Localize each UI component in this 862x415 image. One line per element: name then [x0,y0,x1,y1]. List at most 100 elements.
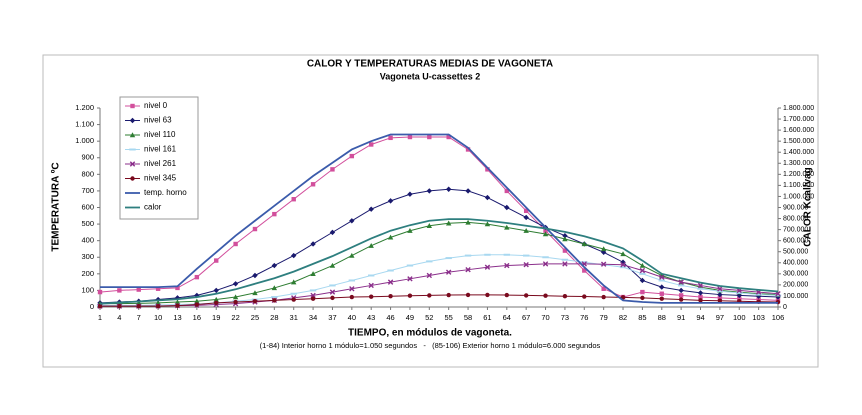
series-line [100,221,779,305]
marker [129,148,136,151]
x-tick-label: 34 [309,313,317,322]
marker [465,188,471,194]
marker [213,296,219,302]
marker [232,294,239,300]
marker [97,303,103,309]
marker [600,246,607,252]
marker [194,298,200,304]
marker [659,284,665,290]
marker [387,198,394,204]
y2-tick-label: 1.300.000 [783,160,814,167]
y-tick-label: 1.200 [75,103,94,112]
marker [581,261,588,264]
marker [562,248,568,253]
marker [542,231,549,237]
y2-tick-label: 100.000 [783,293,808,300]
marker [562,232,568,239]
marker [716,290,724,293]
x-tick-label: 100 [733,313,746,322]
y-tick-label: 300 [81,252,94,261]
marker [484,194,491,201]
marker [697,290,704,296]
legend-label: nivel 345 [144,174,177,183]
legend-label: nivel 0 [144,101,168,110]
y-tick-label: 400 [81,236,94,245]
marker [97,289,103,295]
marker [272,211,277,217]
marker [349,252,355,258]
marker [523,214,529,221]
marker [194,274,200,280]
x-tick-label: 52 [425,313,433,322]
x-tick-label: 106 [772,313,785,322]
marker [698,298,703,303]
marker [504,224,510,230]
marker [465,219,471,225]
marker [310,182,316,187]
marker [369,142,374,147]
x-tick-label: 88 [658,313,666,322]
marker [484,221,491,227]
marker [640,295,645,301]
x-axis-label: TIEMPO, en módulos de vagoneta. [348,328,512,339]
y-tick-label: 500 [81,219,94,228]
x-tick-label: 64 [503,313,511,322]
marker [407,134,413,140]
series-line [99,218,779,305]
marker [485,292,490,298]
marker [252,226,258,232]
x-tick-label: 49 [406,313,414,322]
marker [639,267,646,274]
y2-tick-label: 1.700.000 [783,116,814,123]
y-tick-label: 1.000 [75,136,94,145]
marker [523,208,529,214]
series-line [99,188,779,304]
marker [233,299,238,305]
marker [484,253,491,256]
marker [620,251,626,257]
marker [310,292,316,299]
marker [214,258,219,263]
x-tick-label: 70 [541,313,549,322]
marker [697,287,704,290]
y-axis-label: TEMPERATURA ºC [51,162,62,251]
marker [387,234,394,240]
marker [194,292,200,299]
x-tick-label: 1 [98,313,102,322]
x-tick-label: 16 [193,313,201,322]
x-tick-label: 55 [445,313,453,322]
marker [465,147,471,152]
series-line [100,294,779,307]
y-tick-label: 700 [81,186,94,195]
marker [561,258,569,261]
marker [117,303,122,309]
marker [129,132,136,138]
marker [736,291,743,294]
x-tick-label: 40 [348,313,356,322]
marker [348,279,356,282]
x-tick-label: 58 [464,313,472,322]
x-tick-label: 22 [231,313,239,322]
marker [523,293,529,298]
marker [717,298,723,303]
marker [407,191,413,197]
marker [427,134,432,140]
x-tick-label: 10 [154,313,162,322]
marker [368,206,374,212]
marker [465,266,471,273]
marker [329,289,336,295]
marker [213,287,219,294]
marker [659,291,664,296]
marker [542,256,549,259]
legend-label: nivel 63 [144,116,172,125]
marker [310,241,316,247]
marker [329,284,336,287]
marker [194,302,200,307]
x-tick-label: 73 [561,313,569,322]
y2-tick-label: 1.000.000 [783,193,814,200]
marker [233,241,238,247]
marker [310,296,316,301]
marker [175,285,180,291]
marker [272,298,277,303]
x-tick-label: 31 [290,313,298,322]
